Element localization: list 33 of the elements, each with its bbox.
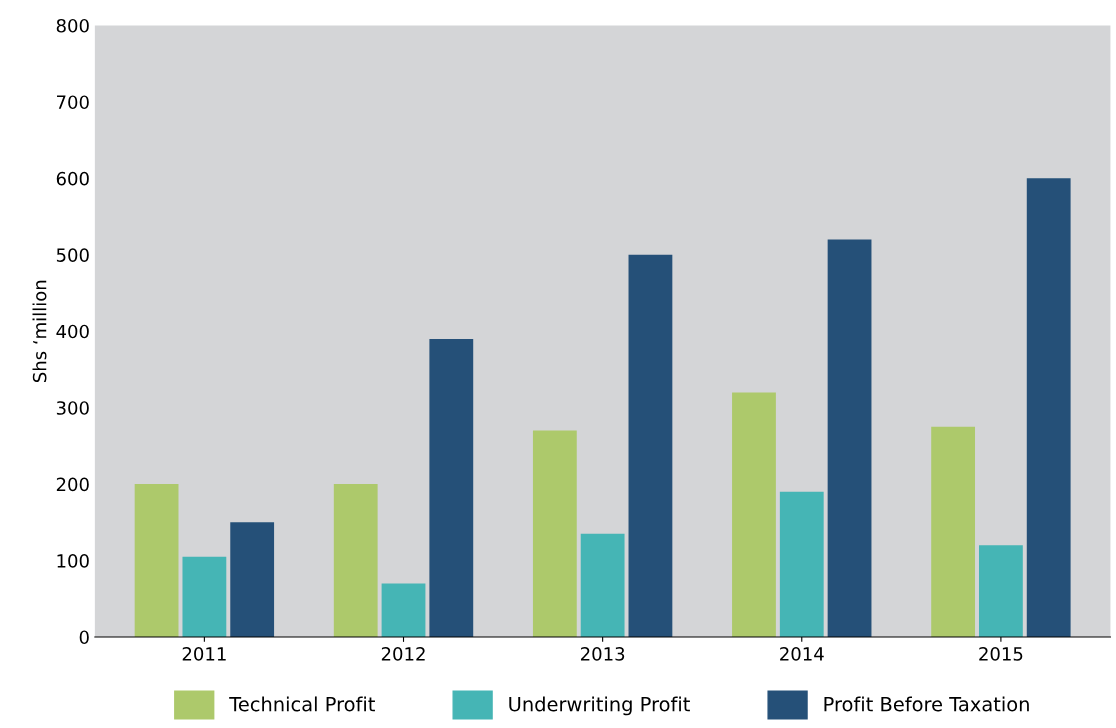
x-tick-label: 2013 bbox=[580, 647, 625, 661]
y-tick-label: 800 bbox=[56, 18, 89, 33]
y-tick-label: 500 bbox=[56, 248, 89, 262]
legend-label: Technical Profit bbox=[229, 696, 375, 712]
x-tick-label: 2015 bbox=[979, 647, 1023, 661]
bar bbox=[429, 338, 474, 637]
y-tick-label: 100 bbox=[57, 554, 89, 568]
bar bbox=[333, 484, 378, 637]
bar bbox=[732, 392, 776, 637]
bar bbox=[978, 545, 1023, 637]
bar bbox=[931, 426, 976, 637]
x-tick-label: 2011 bbox=[182, 647, 226, 661]
y-tick-label: 700 bbox=[57, 95, 89, 110]
x-tick-label: 2012 bbox=[381, 647, 425, 661]
x-tick-label: 2014 bbox=[780, 647, 824, 661]
bar bbox=[134, 484, 179, 637]
bar bbox=[532, 430, 577, 637]
y-tick-label: 600 bbox=[56, 171, 89, 186]
y-tick-label: 300 bbox=[56, 401, 89, 415]
y-tick-label: 400 bbox=[56, 324, 89, 339]
bar bbox=[1026, 178, 1071, 637]
y-tick-label: 200 bbox=[56, 477, 89, 492]
y-tick-label: 0 bbox=[79, 630, 89, 645]
y-axis-title: Shs ‘million bbox=[32, 280, 47, 383]
bar bbox=[580, 533, 625, 637]
legend-label: Profit Before Taxation bbox=[824, 696, 1029, 712]
bar bbox=[827, 239, 872, 637]
bar bbox=[182, 556, 227, 637]
bar bbox=[779, 491, 824, 637]
bar bbox=[230, 522, 275, 637]
bar bbox=[628, 254, 673, 637]
legend-label: Underwriting Profit bbox=[509, 696, 690, 716]
bar bbox=[381, 583, 426, 637]
